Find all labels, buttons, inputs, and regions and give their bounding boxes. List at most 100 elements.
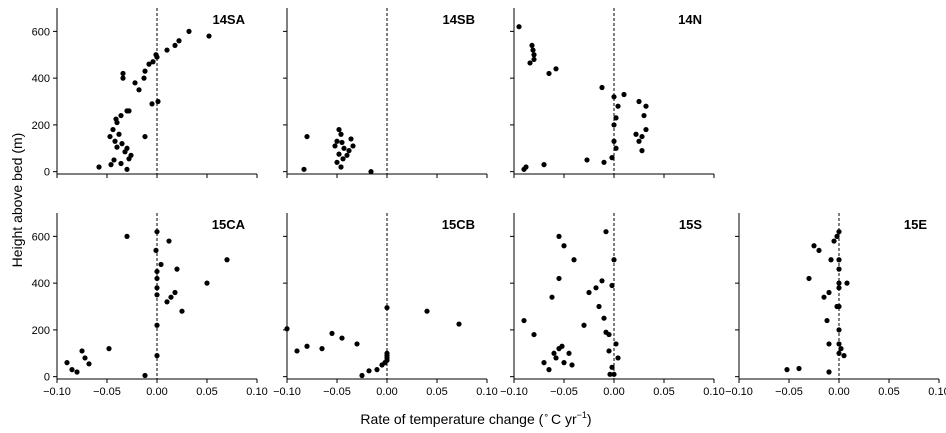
x-tick: −0.10 <box>500 379 528 398</box>
data-point <box>374 367 380 373</box>
data-point <box>154 229 160 235</box>
data-point <box>116 131 122 137</box>
data-point <box>384 305 390 311</box>
data-point <box>824 317 830 324</box>
data-point <box>359 372 365 379</box>
x-tick-label: 0.00 <box>828 386 849 398</box>
data-point <box>551 350 557 356</box>
x-tick: 0.10 <box>703 379 725 398</box>
data-point <box>531 56 537 63</box>
data-point <box>836 327 842 333</box>
data-point <box>142 133 148 140</box>
y-tick-label: 200 <box>32 120 50 132</box>
data-point <box>621 91 627 98</box>
data-point <box>596 303 602 310</box>
x-tick: −0.10 <box>725 379 753 398</box>
y-tick-label: 600 <box>32 231 50 243</box>
data-point <box>354 341 360 347</box>
data-point <box>120 75 126 81</box>
panel-15e: −0.10 −0.05 0.00 0.05 0.10 15E <box>725 213 946 398</box>
data-point <box>348 136 354 142</box>
panel-title: 14N <box>678 12 702 27</box>
data-point <box>821 294 827 300</box>
x-tick-label: 0.05 <box>196 386 217 398</box>
data-point <box>836 350 842 356</box>
x-tick-label: 0.00 <box>603 386 624 398</box>
x-tick-label: −0.10 <box>273 386 301 398</box>
data-point <box>168 294 174 300</box>
data-point <box>204 280 210 286</box>
data-point <box>124 233 130 239</box>
data-point <box>611 94 617 100</box>
data-point <box>301 166 307 172</box>
data-point <box>336 151 342 157</box>
x-tick-label: 0.00 <box>376 386 397 398</box>
data-point <box>456 321 462 327</box>
y-tick: 400 <box>32 278 57 290</box>
data-point <box>828 257 834 263</box>
y-tick: 600 <box>32 231 57 243</box>
data-point <box>154 292 160 298</box>
data-point <box>154 285 160 291</box>
y-tick-label: 0 <box>44 167 50 179</box>
data-point <box>329 330 335 337</box>
data-point <box>553 355 559 361</box>
data-point <box>613 145 619 151</box>
data-point <box>611 122 617 128</box>
data-point <box>796 365 802 372</box>
data-point <box>174 266 180 272</box>
data-point <box>816 247 822 254</box>
y-tick: 200 <box>32 120 57 132</box>
data-point <box>611 371 617 377</box>
data-point <box>806 275 812 282</box>
data-point <box>186 28 192 34</box>
data-point <box>368 169 374 175</box>
data-point <box>541 360 547 366</box>
data-point <box>609 282 615 289</box>
data-point <box>119 141 125 147</box>
data-point <box>339 335 345 341</box>
data-point <box>172 42 178 49</box>
data-point <box>529 42 535 49</box>
data-point <box>118 112 124 119</box>
panel-14n: 14N <box>510 8 715 178</box>
y-tick-label: 200 <box>32 325 50 337</box>
data-point <box>559 343 565 349</box>
data-point <box>811 243 817 249</box>
data-point <box>609 155 615 161</box>
data-point <box>633 131 639 137</box>
data-point <box>586 289 592 296</box>
data-point <box>146 61 152 67</box>
x-tick: 0.00 <box>603 379 625 398</box>
data-point <box>319 346 325 352</box>
panel-title: 15CA <box>212 217 246 232</box>
x-axis-label: Rate of temperature change (∘ C yr−1) <box>360 410 591 427</box>
data-point <box>124 145 130 151</box>
x-tick-label: 0.10 <box>928 386 946 398</box>
data-point <box>836 266 842 272</box>
data-point <box>154 322 160 328</box>
data-point <box>366 368 372 374</box>
x-tick-label: −0.10 <box>43 386 71 398</box>
x-tick-label: 0.10 <box>703 386 724 398</box>
data-point <box>784 367 790 373</box>
data-point <box>531 52 537 58</box>
data-point <box>593 285 599 291</box>
panel-14sa: 0 200 400 600 14SA <box>32 8 258 179</box>
x-tick-label: 0.05 <box>653 386 674 398</box>
data-point <box>571 257 577 263</box>
data-point <box>384 350 390 356</box>
x-tick: −0.10 <box>273 379 301 398</box>
data-point <box>556 275 562 282</box>
data-point <box>553 66 559 72</box>
data-point <box>546 367 552 373</box>
data-point <box>338 164 344 170</box>
data-point <box>224 257 230 263</box>
data-point <box>639 133 645 140</box>
x-tick: 0.05 <box>196 379 218 398</box>
data-point <box>836 229 842 235</box>
x-axis-label-exponent: −1 <box>577 410 587 420</box>
data-point <box>611 138 617 144</box>
data-point <box>836 303 842 310</box>
data-point <box>64 360 70 366</box>
